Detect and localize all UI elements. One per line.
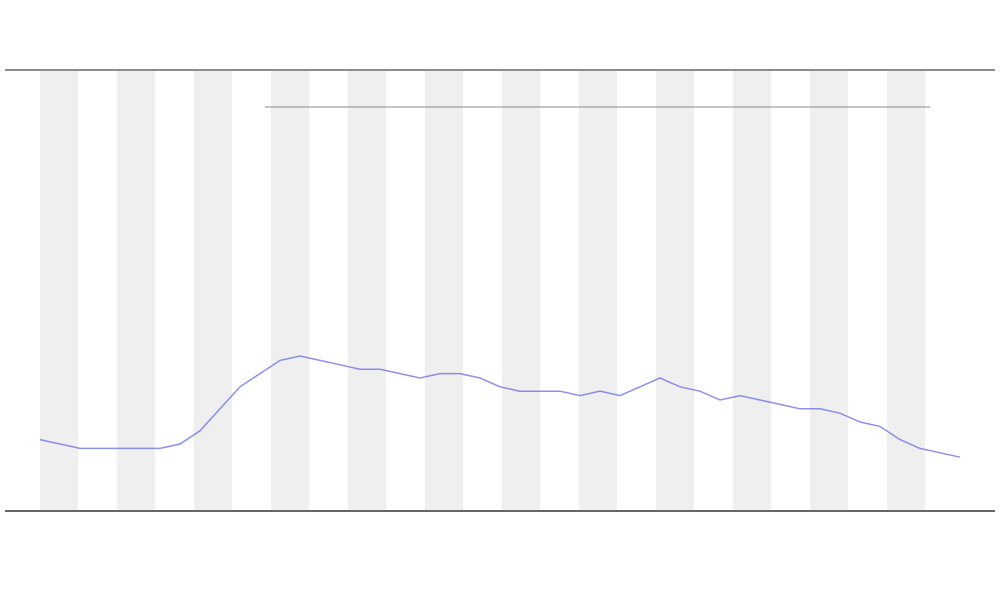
band: [425, 71, 463, 510]
band: [810, 71, 848, 510]
band: [502, 71, 540, 510]
background-bands: [40, 71, 925, 510]
band: [579, 71, 617, 510]
band: [40, 71, 78, 510]
band: [117, 71, 155, 510]
band: [348, 71, 386, 510]
band: [194, 71, 232, 510]
data-line: [39, 355, 961, 458]
band: [733, 71, 771, 510]
band: [271, 71, 309, 510]
band: [887, 71, 925, 510]
band: [656, 71, 694, 510]
